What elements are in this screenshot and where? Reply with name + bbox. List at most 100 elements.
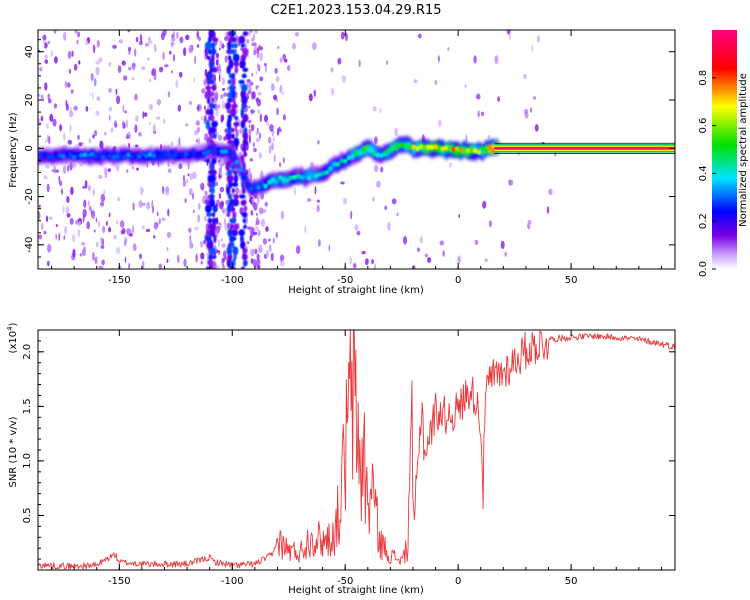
heatmap-streak [209,108,214,116]
heatmap-speckle [187,173,190,177]
heatmap-speckle [260,219,266,228]
heatmap-streak [242,144,247,153]
heatmap-speckle [172,54,176,62]
heatmap-cell [187,152,192,158]
heatmap-cell [310,173,315,179]
heatmap-speckle [38,234,43,240]
heatmap-cell [79,153,84,158]
heatmap-cell [274,179,279,185]
heatmap-speckle [71,50,74,57]
snr-multiplier-base: (x10 [8,331,19,354]
heatmap-speckle [221,243,226,248]
heatmap-streak [238,229,245,237]
heatmap-speckle [61,188,63,194]
heatmap-speckle [268,136,272,144]
heatmap-speckle [260,191,265,200]
heatmap-speckle [234,35,239,44]
snr-x-label: Height of straight line (km) [288,585,424,596]
heatmap-speckle [125,134,130,140]
heatmap-cell [328,166,333,172]
heatmap-cell [335,161,341,167]
heatmap-speckle [235,187,240,194]
heatmap-speckle [141,224,145,230]
heatmap-streak [242,103,247,109]
heatmap-speckle [275,76,280,83]
heatmap-speckle [250,210,254,216]
heatmap-streak [240,43,245,48]
heatmap-cell [238,167,243,173]
heatmap-speckle [269,124,274,132]
heatmap-cell [292,174,297,180]
y-tick-label: 1.5 [22,398,33,414]
heatmap-speckle [73,63,78,71]
heatmap-streak [232,246,239,256]
heatmap-streak [229,266,237,269]
heatmap-speckle [532,96,537,100]
heatmap-speckle [270,252,274,262]
heatmap-cell [314,173,319,179]
heatmap-cell [82,152,88,158]
heatmap-speckle [384,205,388,210]
heatmap-speckle [215,59,219,66]
heatmap-cell [93,154,99,159]
heatmap-speckle [221,77,225,86]
spectrogram-steady-band [494,142,675,154]
heatmap-streak [226,126,233,134]
heatmap-speckle [464,84,467,88]
heatmap-speckle [328,244,331,252]
heatmap-speckle [251,198,255,202]
heatmap-cell [86,152,91,158]
heatmap-streak [242,131,249,141]
heatmap-speckle [295,245,301,255]
heatmap-cell [194,152,200,158]
heatmap-speckle [135,36,139,43]
heatmap-streak [226,174,234,183]
heatmap-cell [281,177,286,183]
heatmap-speckle [43,175,48,180]
heatmap-speckle [108,88,112,93]
heatmap-speckle [43,230,47,235]
heatmap-speckle [134,93,138,101]
heatmap-speckle [259,52,263,61]
heatmap-speckle [92,251,95,261]
heatmap-streak [212,254,217,260]
heatmap-speckle [44,59,49,64]
heatmap-speckle [473,55,477,64]
heatmap-speckle [58,232,61,241]
heatmap-speckle [176,31,179,39]
heatmap-speckle [386,60,388,65]
heatmap-streak [208,79,214,85]
heatmap-speckle [246,39,250,44]
heatmap-speckle [265,226,269,232]
heatmap-cell [350,154,355,160]
heatmap-speckle [256,216,259,222]
heatmap-cell [484,147,489,152]
heatmap-speckle [250,109,255,114]
heatmap-speckle [198,105,202,111]
heatmap-speckle [220,117,224,123]
heatmap-cell [68,152,73,158]
heatmap-speckle [256,195,260,205]
heatmap-streak [208,253,213,261]
heatmap-speckle [205,223,210,232]
heatmap-streak [213,234,217,244]
heatmap-speckle [255,71,258,75]
heatmap-speckle [249,158,253,162]
heatmap-speckle [121,227,126,235]
heatmap-cell [303,174,308,180]
y-tick-label: 0.5 [22,508,33,524]
heatmap-streak [205,119,211,129]
y-tick-label: -40 [24,237,35,253]
heatmap-speckle [222,264,225,269]
heatmap-cell [422,145,427,150]
heatmap-cell [278,175,283,180]
heatmap-cell [267,179,272,185]
heatmap-speckle [166,231,172,238]
heatmap-speckle [200,252,205,260]
heatmap-speckle [273,94,278,101]
heatmap-speckle [248,120,252,124]
heatmap-speckle [198,36,201,42]
heatmap-speckle [148,104,153,110]
heatmap-speckle [161,217,166,221]
